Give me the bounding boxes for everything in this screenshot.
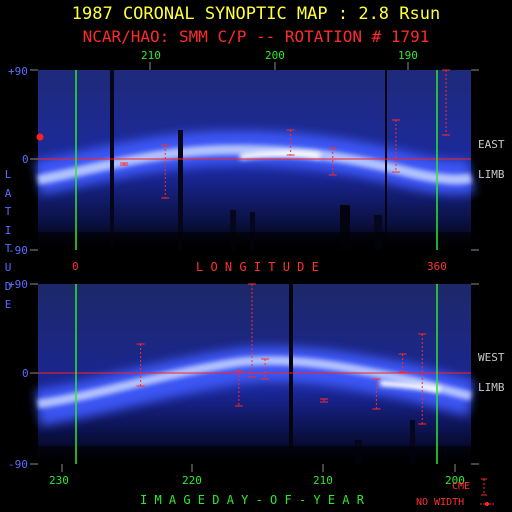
bottom-cme-markers xyxy=(136,283,427,425)
cme-marker xyxy=(372,378,381,410)
longitude-axis-label: L O N G I T U D E xyxy=(196,260,319,274)
no-width-legend-label: NO WIDTH xyxy=(416,497,465,508)
cme-marker xyxy=(418,333,427,425)
top-y-tick: -90 xyxy=(8,244,28,257)
top-data-gap xyxy=(250,212,255,250)
bottom-y-tick: -90 xyxy=(8,458,28,471)
top-day-tick: 200 xyxy=(265,49,285,62)
top-data-gap xyxy=(178,130,183,250)
limb-label-top: LIMB xyxy=(478,168,505,181)
day-of-year-axis-label: I M A G E D A Y - O F - Y E A R xyxy=(140,493,364,507)
cme-marker xyxy=(391,119,400,173)
cme-marker xyxy=(261,358,270,380)
cme-legend-label: CME xyxy=(452,481,471,492)
east-label: EAST xyxy=(478,138,505,151)
top-data-gap xyxy=(340,205,350,250)
bottom-streamer-peak xyxy=(379,380,441,393)
top-data-gap xyxy=(110,70,114,250)
top-data-gap xyxy=(385,70,387,250)
bottom-data-gap xyxy=(410,420,415,464)
top-data-gap xyxy=(230,210,236,250)
top-day-tick: 210 xyxy=(141,49,161,62)
cme-marker xyxy=(320,398,328,403)
day-tick: 230 xyxy=(49,474,69,487)
cme-marker xyxy=(442,69,451,136)
bottom-bottom-shade xyxy=(38,446,471,464)
cme-marker xyxy=(161,144,170,199)
cme-marker xyxy=(247,283,256,378)
marker-dot xyxy=(36,133,44,141)
top-panel xyxy=(30,62,479,251)
top-y-tick: +90 xyxy=(8,65,28,78)
cme-marker xyxy=(286,129,295,156)
longitude-tick: 0 xyxy=(72,260,79,273)
chart-title: 1987 CORONAL SYNOPTIC MAP : 2.8 Rsun xyxy=(71,4,441,24)
top-bottom-shade xyxy=(38,232,471,250)
no-width-legend-symbol xyxy=(480,502,494,506)
cme-marker xyxy=(398,353,407,373)
bottom-data-gap xyxy=(289,284,293,449)
top-cme-markers xyxy=(120,69,451,199)
day-tick: 210 xyxy=(313,474,333,487)
cme-marker xyxy=(234,370,243,407)
cme-marker xyxy=(120,162,129,166)
bottom-y-tick: +90 xyxy=(8,278,28,291)
chart-subtitle: NCAR/HAO: SMM C/P -- ROTATION # 1791 xyxy=(82,27,430,46)
west-label: WEST xyxy=(478,351,505,364)
cme-marker xyxy=(136,343,145,387)
top-streamer-peak xyxy=(239,150,321,160)
day-tick: 200 xyxy=(445,474,465,487)
day-tick: 220 xyxy=(182,474,202,487)
bottom-y-tick: 0 xyxy=(22,367,29,380)
bottom-panel xyxy=(30,283,479,472)
cme-marker xyxy=(328,147,337,176)
cme-legend-symbol xyxy=(481,478,487,496)
longitude-tick: 360 xyxy=(427,260,447,273)
limb-label-bottom: LIMB xyxy=(478,381,505,394)
top-y-tick: 0 xyxy=(22,153,29,166)
top-day-tick: 190 xyxy=(398,49,418,62)
